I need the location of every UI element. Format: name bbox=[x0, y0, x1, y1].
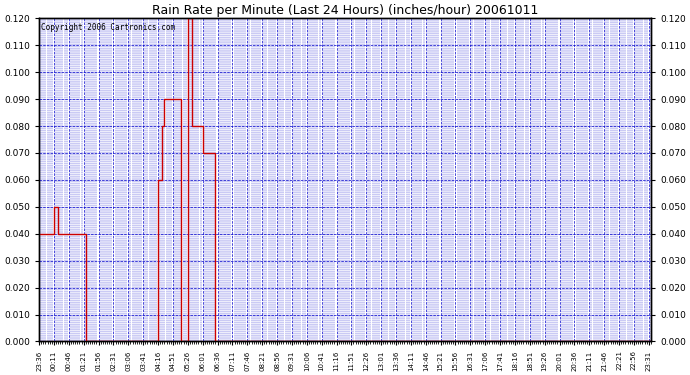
Title: Rain Rate per Minute (Last 24 Hours) (inches/hour) 20061011: Rain Rate per Minute (Last 24 Hours) (in… bbox=[152, 4, 538, 17]
Text: Copyright 2006 Cartronics.com: Copyright 2006 Cartronics.com bbox=[41, 23, 175, 32]
